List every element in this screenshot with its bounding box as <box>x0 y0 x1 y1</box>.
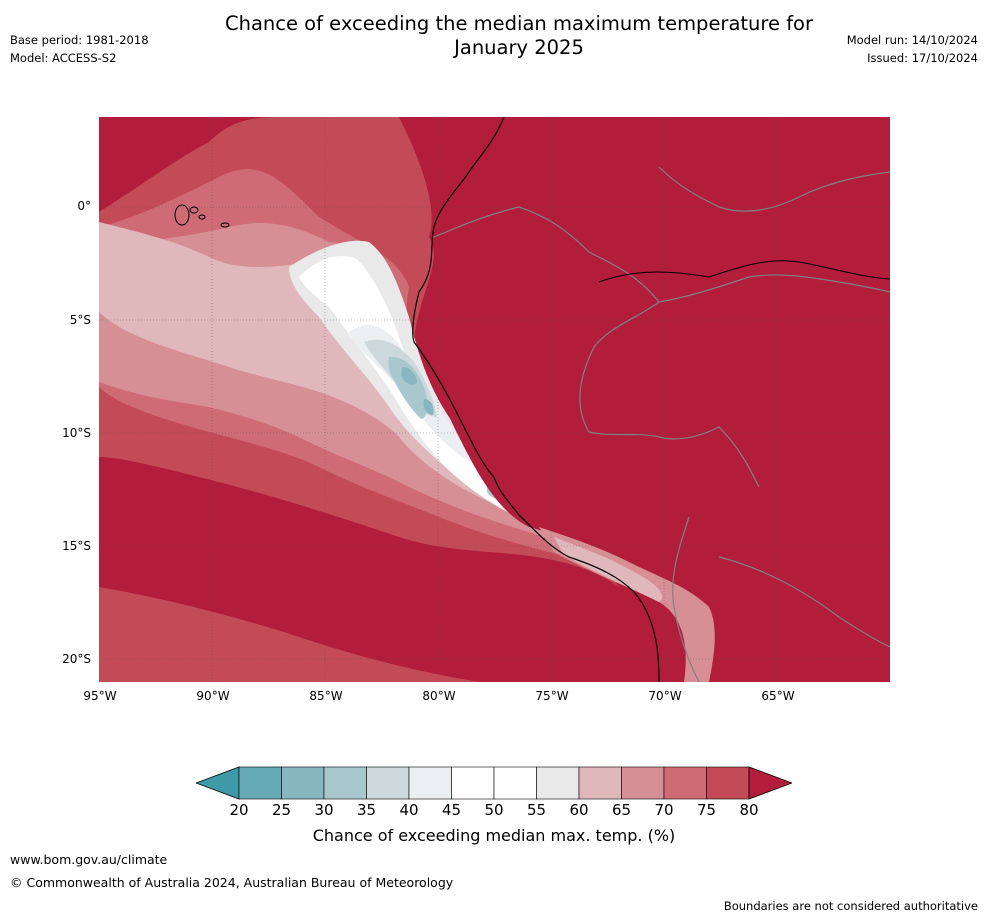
issued-date: Issued: 17/10/2024 <box>867 51 978 65</box>
lat-label-15s: 15°S <box>62 539 91 553</box>
zone-35 <box>388 356 428 419</box>
inland-water-line <box>598 260 891 283</box>
colorbar-tick-label: 75 <box>696 801 717 819</box>
country-borders <box>433 166 891 683</box>
zone-30 <box>401 367 417 385</box>
map-title: Chance of exceeding the median maximum t… <box>150 12 888 60</box>
colorbar-cell <box>238 766 282 800</box>
colorbar-label: Chance of exceeding median max. temp. (%… <box>312 826 676 845</box>
lon-label-95w: 95°W <box>83 689 117 703</box>
colorbar-cell <box>536 766 580 800</box>
lat-label-20s: 20°S <box>62 652 91 666</box>
colorbar-cell <box>706 766 750 800</box>
copyright-text: © Commonwealth of Australia 2024, Austra… <box>10 875 454 890</box>
colorbar-tick-label: 45 <box>441 801 462 819</box>
lon-label-75w: 75°W <box>535 689 569 703</box>
gridlines <box>99 117 890 682</box>
colorbar-cell <box>493 766 537 800</box>
lon-label-90w: 90°W <box>196 689 230 703</box>
colorbar-cell <box>366 766 410 800</box>
land-coastal-65 <box>539 527 715 682</box>
colorbar <box>194 766 794 800</box>
colorbar-tick-label: 25 <box>271 801 292 819</box>
colorbar-cells <box>238 766 750 800</box>
coastline <box>412 116 660 683</box>
colorbar-cell <box>663 766 707 800</box>
colorbar-tick-label: 70 <box>654 801 674 819</box>
lat-label-0: 0° <box>77 199 91 213</box>
lon-label-70w: 70°W <box>648 689 682 703</box>
colorbar-tick-label: 20 <box>229 801 249 819</box>
land-80 <box>414 117 890 682</box>
lat-label-10s: 10°S <box>62 426 91 440</box>
model-name: Model: ACCESS-S2 <box>10 51 117 65</box>
bom-url-link[interactable]: www.bom.gov.au/climate <box>10 852 168 867</box>
colorbar-cell <box>323 766 367 800</box>
colorbar-high-extend <box>748 766 794 800</box>
colorbar-tick-label: 40 <box>399 801 419 819</box>
zone-75-south <box>99 587 479 682</box>
colorbar-tick-label: 35 <box>356 801 377 819</box>
colorbar-tick-label: 30 <box>314 801 334 819</box>
colorbar-tick-label: 50 <box>484 801 504 819</box>
colorbar-cell <box>408 766 452 800</box>
colorbar-low-extend <box>194 766 240 800</box>
base-period: Base period: 1981-2018 <box>10 33 149 47</box>
lon-label-80w: 80°W <box>422 689 456 703</box>
meta-right: Model run: 14/10/2024 Issued: 17/10/2024 <box>847 31 978 67</box>
lat-label-5s: 5°S <box>69 313 91 327</box>
colorbar-cell <box>451 766 495 800</box>
colorbar-tick-label: 60 <box>569 801 589 819</box>
land-coastal-60 <box>554 537 663 602</box>
colorbar-cell <box>578 766 622 800</box>
boundaries-disclaimer: Boundaries are not considered authoritat… <box>723 899 978 913</box>
map-svg <box>99 116 891 683</box>
colorbar-svg <box>194 766 794 800</box>
forecast-map <box>99 116 891 683</box>
lon-label-85w: 85°W <box>309 689 343 703</box>
colorbar-tick-label: 80 <box>739 801 759 819</box>
lon-label-65w: 65°W <box>761 689 795 703</box>
title-line-2: January 2025 <box>454 36 584 59</box>
title-line-1: Chance of exceeding the median maximum t… <box>224 12 814 35</box>
colorbar-tick-label: 55 <box>526 801 547 819</box>
colorbar-tick-label: 65 <box>611 801 632 819</box>
colorbar-cell <box>281 766 325 800</box>
meta-left: Base period: 1981-2018 Model: ACCESS-S2 <box>10 31 149 67</box>
model-run: Model run: 14/10/2024 <box>846 33 978 47</box>
colorbar-cell <box>621 766 665 800</box>
zone-30-b <box>423 399 434 415</box>
galapagos-islands <box>174 204 230 228</box>
